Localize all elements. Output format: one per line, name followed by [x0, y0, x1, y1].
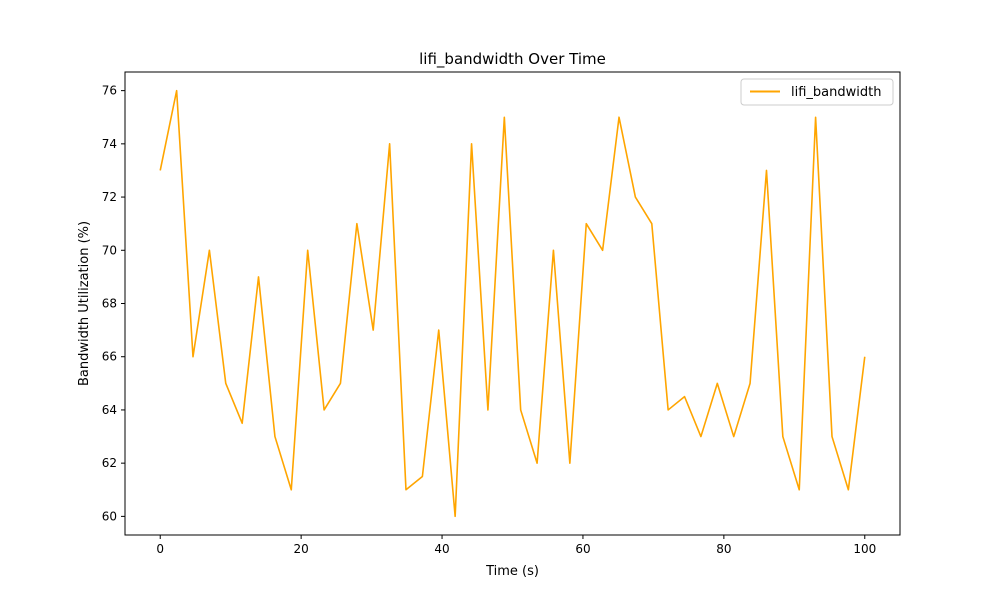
x-tick-label: 0 [156, 542, 164, 556]
y-tick-label: 72 [102, 190, 117, 204]
y-tick-label: 70 [102, 243, 117, 257]
y-tick-label: 74 [102, 137, 117, 151]
x-axis-ticks: 0 20 40 60 80 100 [156, 535, 876, 556]
legend: lifi_bandwidth [740, 78, 894, 106]
series-line [159, 89, 866, 518]
chart-title: lifi_bandwidth Over Time [419, 50, 606, 69]
y-tick-label: 68 [102, 297, 117, 311]
x-tick-label: 60 [575, 542, 590, 556]
y-tick-label: 76 [102, 84, 117, 98]
x-tick-label: 40 [434, 542, 449, 556]
y-axis-ticks: 60 62 64 66 68 70 72 74 76 [102, 84, 125, 523]
x-tick-label: 20 [293, 542, 308, 556]
y-tick-label: 62 [102, 456, 117, 470]
y-axis-label: Bandwidth Utilization (%) [77, 221, 92, 386]
y-tick-label: 66 [102, 350, 117, 364]
y-tick-label: 64 [102, 403, 117, 417]
x-tick-label: 80 [716, 542, 731, 556]
plot-area [159, 89, 866, 518]
legend-label: lifi_bandwidth [791, 85, 881, 100]
x-tick-label: 100 [853, 542, 876, 556]
x-axis-label: Time (s) [485, 564, 539, 579]
y-tick-label: 60 [102, 509, 117, 523]
legend-box [740, 78, 894, 106]
